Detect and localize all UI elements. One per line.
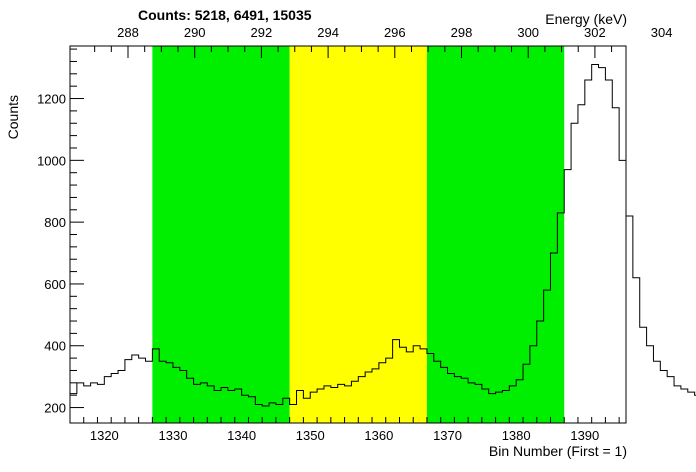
axis-ticks: 1320 1330 1340 1350 1360 1370 1380 1390 200 400 60… xyxy=(37,25,672,443)
chart-title: Counts: 5218, 6491, 15035 xyxy=(138,7,312,23)
x-axis-label: Bin Number (First = 1) xyxy=(489,443,627,459)
x-tick-label: 1390 xyxy=(570,428,599,443)
x-tick-label: 1320 xyxy=(90,428,119,443)
histogram-line xyxy=(70,64,696,407)
energy-tick-label: 298 xyxy=(451,25,473,40)
y-axis-label: Counts xyxy=(5,95,21,139)
energy-tick-label: 296 xyxy=(384,25,406,40)
energy-tick-label: 300 xyxy=(517,25,539,40)
energy-tick-label: 292 xyxy=(251,25,273,40)
y-tick-label: 400 xyxy=(44,339,66,354)
x-tick-label: 1360 xyxy=(364,428,393,443)
x-tick-label: 1380 xyxy=(502,428,531,443)
region-band-1 xyxy=(152,46,290,423)
energy-tick-label: 294 xyxy=(317,25,339,40)
energy-tick-label: 290 xyxy=(184,25,206,40)
y-tick-label: 600 xyxy=(44,277,66,292)
x-tick-label: 1350 xyxy=(296,428,325,443)
x-tick-label: 1370 xyxy=(433,428,462,443)
y-tick-label: 1200 xyxy=(37,92,66,107)
energy-tick-label: 304 xyxy=(651,25,673,40)
histogram-step-path xyxy=(70,64,696,407)
y-tick-label: 800 xyxy=(44,215,66,230)
x-tick-label: 1340 xyxy=(227,428,256,443)
energy-tick-label: 288 xyxy=(117,25,139,40)
region-band-3 xyxy=(426,46,565,423)
energy-tick-label: 302 xyxy=(584,25,606,40)
y-tick-label: 200 xyxy=(44,401,66,416)
highlight-regions xyxy=(152,46,565,423)
region-band-2 xyxy=(289,46,427,423)
energy-axis-label: Energy (keV) xyxy=(545,11,627,27)
x-tick-label: 1330 xyxy=(159,428,188,443)
y-tick-label: 1000 xyxy=(37,153,66,168)
